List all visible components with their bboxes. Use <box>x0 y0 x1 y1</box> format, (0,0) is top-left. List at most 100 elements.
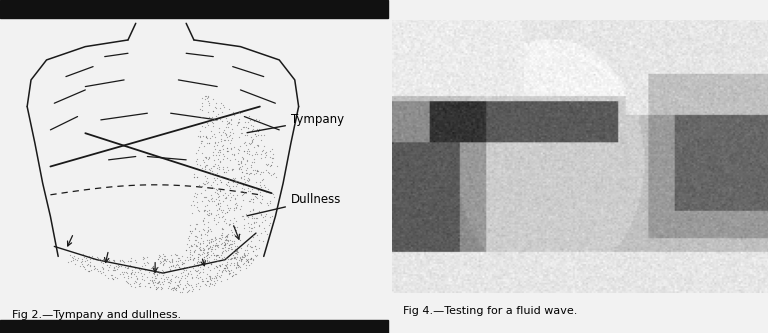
Point <box>125 259 137 264</box>
Point <box>217 165 230 170</box>
Point <box>155 286 167 291</box>
Point <box>239 140 251 145</box>
Point <box>267 170 280 176</box>
Point <box>197 258 209 263</box>
Point <box>213 235 225 241</box>
Point <box>138 260 151 266</box>
Point <box>201 258 214 264</box>
Point <box>240 242 253 248</box>
Point <box>234 237 247 243</box>
Point <box>250 219 262 224</box>
Point <box>246 128 258 133</box>
Point <box>92 268 104 274</box>
Point <box>206 133 218 139</box>
Point <box>248 171 260 177</box>
Point <box>158 279 170 284</box>
Point <box>258 185 270 190</box>
Point <box>217 128 230 133</box>
Point <box>203 140 215 146</box>
Point <box>151 286 163 292</box>
Point <box>183 233 195 239</box>
Point <box>249 132 261 137</box>
Point <box>205 170 217 176</box>
Point <box>174 281 186 286</box>
Point <box>174 284 186 290</box>
Point <box>253 118 265 123</box>
Point <box>154 269 166 275</box>
Point <box>194 283 206 288</box>
Point <box>216 214 228 219</box>
Point <box>196 114 208 119</box>
Point <box>240 170 253 175</box>
Point <box>221 264 233 270</box>
Point <box>223 134 235 139</box>
Point <box>203 154 215 160</box>
Point <box>240 159 253 164</box>
Point <box>217 207 229 212</box>
Point <box>194 135 207 140</box>
Point <box>130 259 142 264</box>
Point <box>250 184 262 189</box>
Point <box>235 245 247 250</box>
Point <box>213 147 225 153</box>
Point <box>238 141 250 146</box>
Point <box>186 274 198 280</box>
Point <box>156 267 168 273</box>
Point <box>227 192 240 198</box>
Point <box>237 149 250 154</box>
Point <box>264 198 276 204</box>
Point <box>258 143 270 149</box>
Point <box>207 163 219 168</box>
Point <box>227 175 239 180</box>
Point <box>242 256 254 262</box>
Point <box>161 256 174 261</box>
Point <box>253 192 266 198</box>
Point <box>203 237 215 242</box>
Point <box>129 257 141 262</box>
Point <box>233 165 246 170</box>
Point <box>255 201 267 206</box>
Point <box>216 250 228 255</box>
Point <box>199 124 211 130</box>
Point <box>207 152 220 158</box>
Point <box>187 193 200 198</box>
Point <box>246 152 258 157</box>
Point <box>235 176 247 181</box>
Point <box>230 181 243 187</box>
Point <box>217 239 230 244</box>
Point <box>168 285 180 290</box>
Point <box>190 204 203 210</box>
Point <box>228 232 240 237</box>
Point <box>225 242 237 247</box>
Point <box>202 246 214 251</box>
Point <box>198 250 210 255</box>
Point <box>236 154 248 160</box>
Point <box>209 237 221 243</box>
Point <box>162 274 174 280</box>
Point <box>111 263 123 269</box>
Point <box>115 263 127 268</box>
Point <box>99 272 111 277</box>
Point <box>242 178 254 184</box>
Point <box>209 243 221 249</box>
Point <box>143 280 155 285</box>
Point <box>148 273 161 278</box>
Point <box>202 212 214 218</box>
Point <box>198 222 210 227</box>
Point <box>235 256 247 262</box>
Point <box>215 180 227 185</box>
Point <box>187 256 199 261</box>
Point <box>153 252 165 257</box>
Point <box>246 140 258 145</box>
Point <box>214 274 226 279</box>
Point <box>231 261 243 267</box>
Point <box>245 221 257 226</box>
Point <box>184 228 196 233</box>
Point <box>220 132 232 138</box>
Point <box>228 153 240 158</box>
Point <box>101 268 114 273</box>
Point <box>167 263 180 268</box>
Point <box>210 221 222 226</box>
Point <box>211 243 223 249</box>
Point <box>228 176 240 182</box>
